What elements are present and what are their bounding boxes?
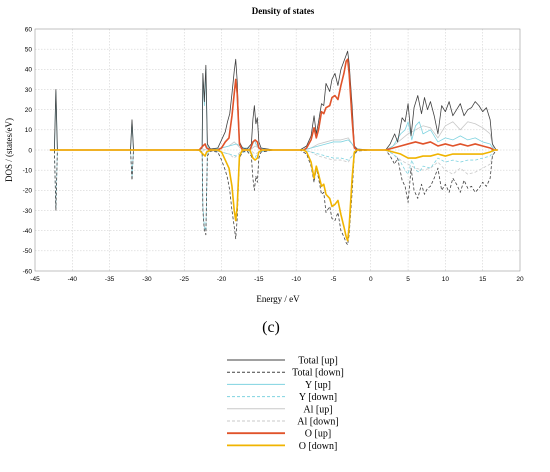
y-axis-label: DOS / (states/eV) (4, 118, 14, 182)
legend-label: Total [down] (292, 368, 344, 379)
y-tick-label: -40 (23, 228, 33, 235)
y-tick-label: -10 (23, 167, 33, 174)
y-tick-label: 30 (25, 87, 33, 94)
x-tick-label: 15 (479, 276, 487, 283)
x-axis-label: Energy / eV (256, 294, 300, 304)
x-tick-label: -45 (30, 276, 40, 283)
x-tick-label: -35 (105, 276, 115, 283)
y-tick-label: -50 (23, 248, 33, 255)
x-tick-label: 0 (369, 276, 373, 283)
series-line (49, 58, 498, 151)
y-tick-label: 50 (25, 46, 33, 53)
legend-label: Y [up] (305, 380, 331, 391)
legend-label: Y [down] (299, 392, 337, 403)
x-tick-label: -30 (142, 276, 152, 283)
legend-label: Al [up] (303, 404, 332, 415)
x-tick-label: -15 (254, 276, 264, 283)
x-tick-label: -25 (180, 276, 190, 283)
series-line (191, 149, 498, 175)
y-tick-labels: 60 50 40 30 20 10 0 -10 -20 -30 -40 -50 -60 (23, 26, 33, 275)
series-line (49, 149, 498, 246)
y-tick-label: 40 (25, 67, 33, 74)
x-tick-label: -20 (217, 276, 227, 283)
x-tick-label: 20 (516, 276, 524, 283)
x-tick-label: -10 (291, 276, 301, 283)
series-line (49, 149, 498, 232)
plot-frame (34, 28, 521, 272)
x-tick-label: -5 (331, 276, 337, 283)
x-tick-label: -40 (68, 276, 78, 283)
legend: Total [up]Total [down]Y [up]Y [down]Al [… (227, 356, 344, 452)
legend-label: Al [down] (297, 417, 338, 428)
y-tick-label: 10 (25, 127, 33, 134)
y-tick-label: -30 (23, 208, 33, 215)
panel-label: (c) (262, 319, 280, 336)
series-lines (49, 50, 498, 246)
y-tick-label: 0 (28, 147, 32, 154)
series-line (49, 149, 498, 242)
x-tick-label: 5 (406, 276, 410, 283)
y-tick-label: 60 (25, 26, 33, 33)
series-line (49, 50, 498, 151)
legend-label: O [up] (305, 429, 331, 440)
x-tick-labels: -45 -40 -35 -30 -25 -20 -15 -10 -5 0 5 10 15 20 (30, 276, 524, 283)
legend-label: Total [up] (298, 356, 338, 367)
y-tick-label: 20 (25, 107, 33, 114)
chart-title: Density of states (252, 6, 315, 16)
y-tick-label: -20 (23, 188, 33, 195)
legend-label: O [down] (299, 441, 338, 452)
y-tick-label: -60 (23, 268, 33, 275)
x-tick-label: 10 (442, 276, 450, 283)
